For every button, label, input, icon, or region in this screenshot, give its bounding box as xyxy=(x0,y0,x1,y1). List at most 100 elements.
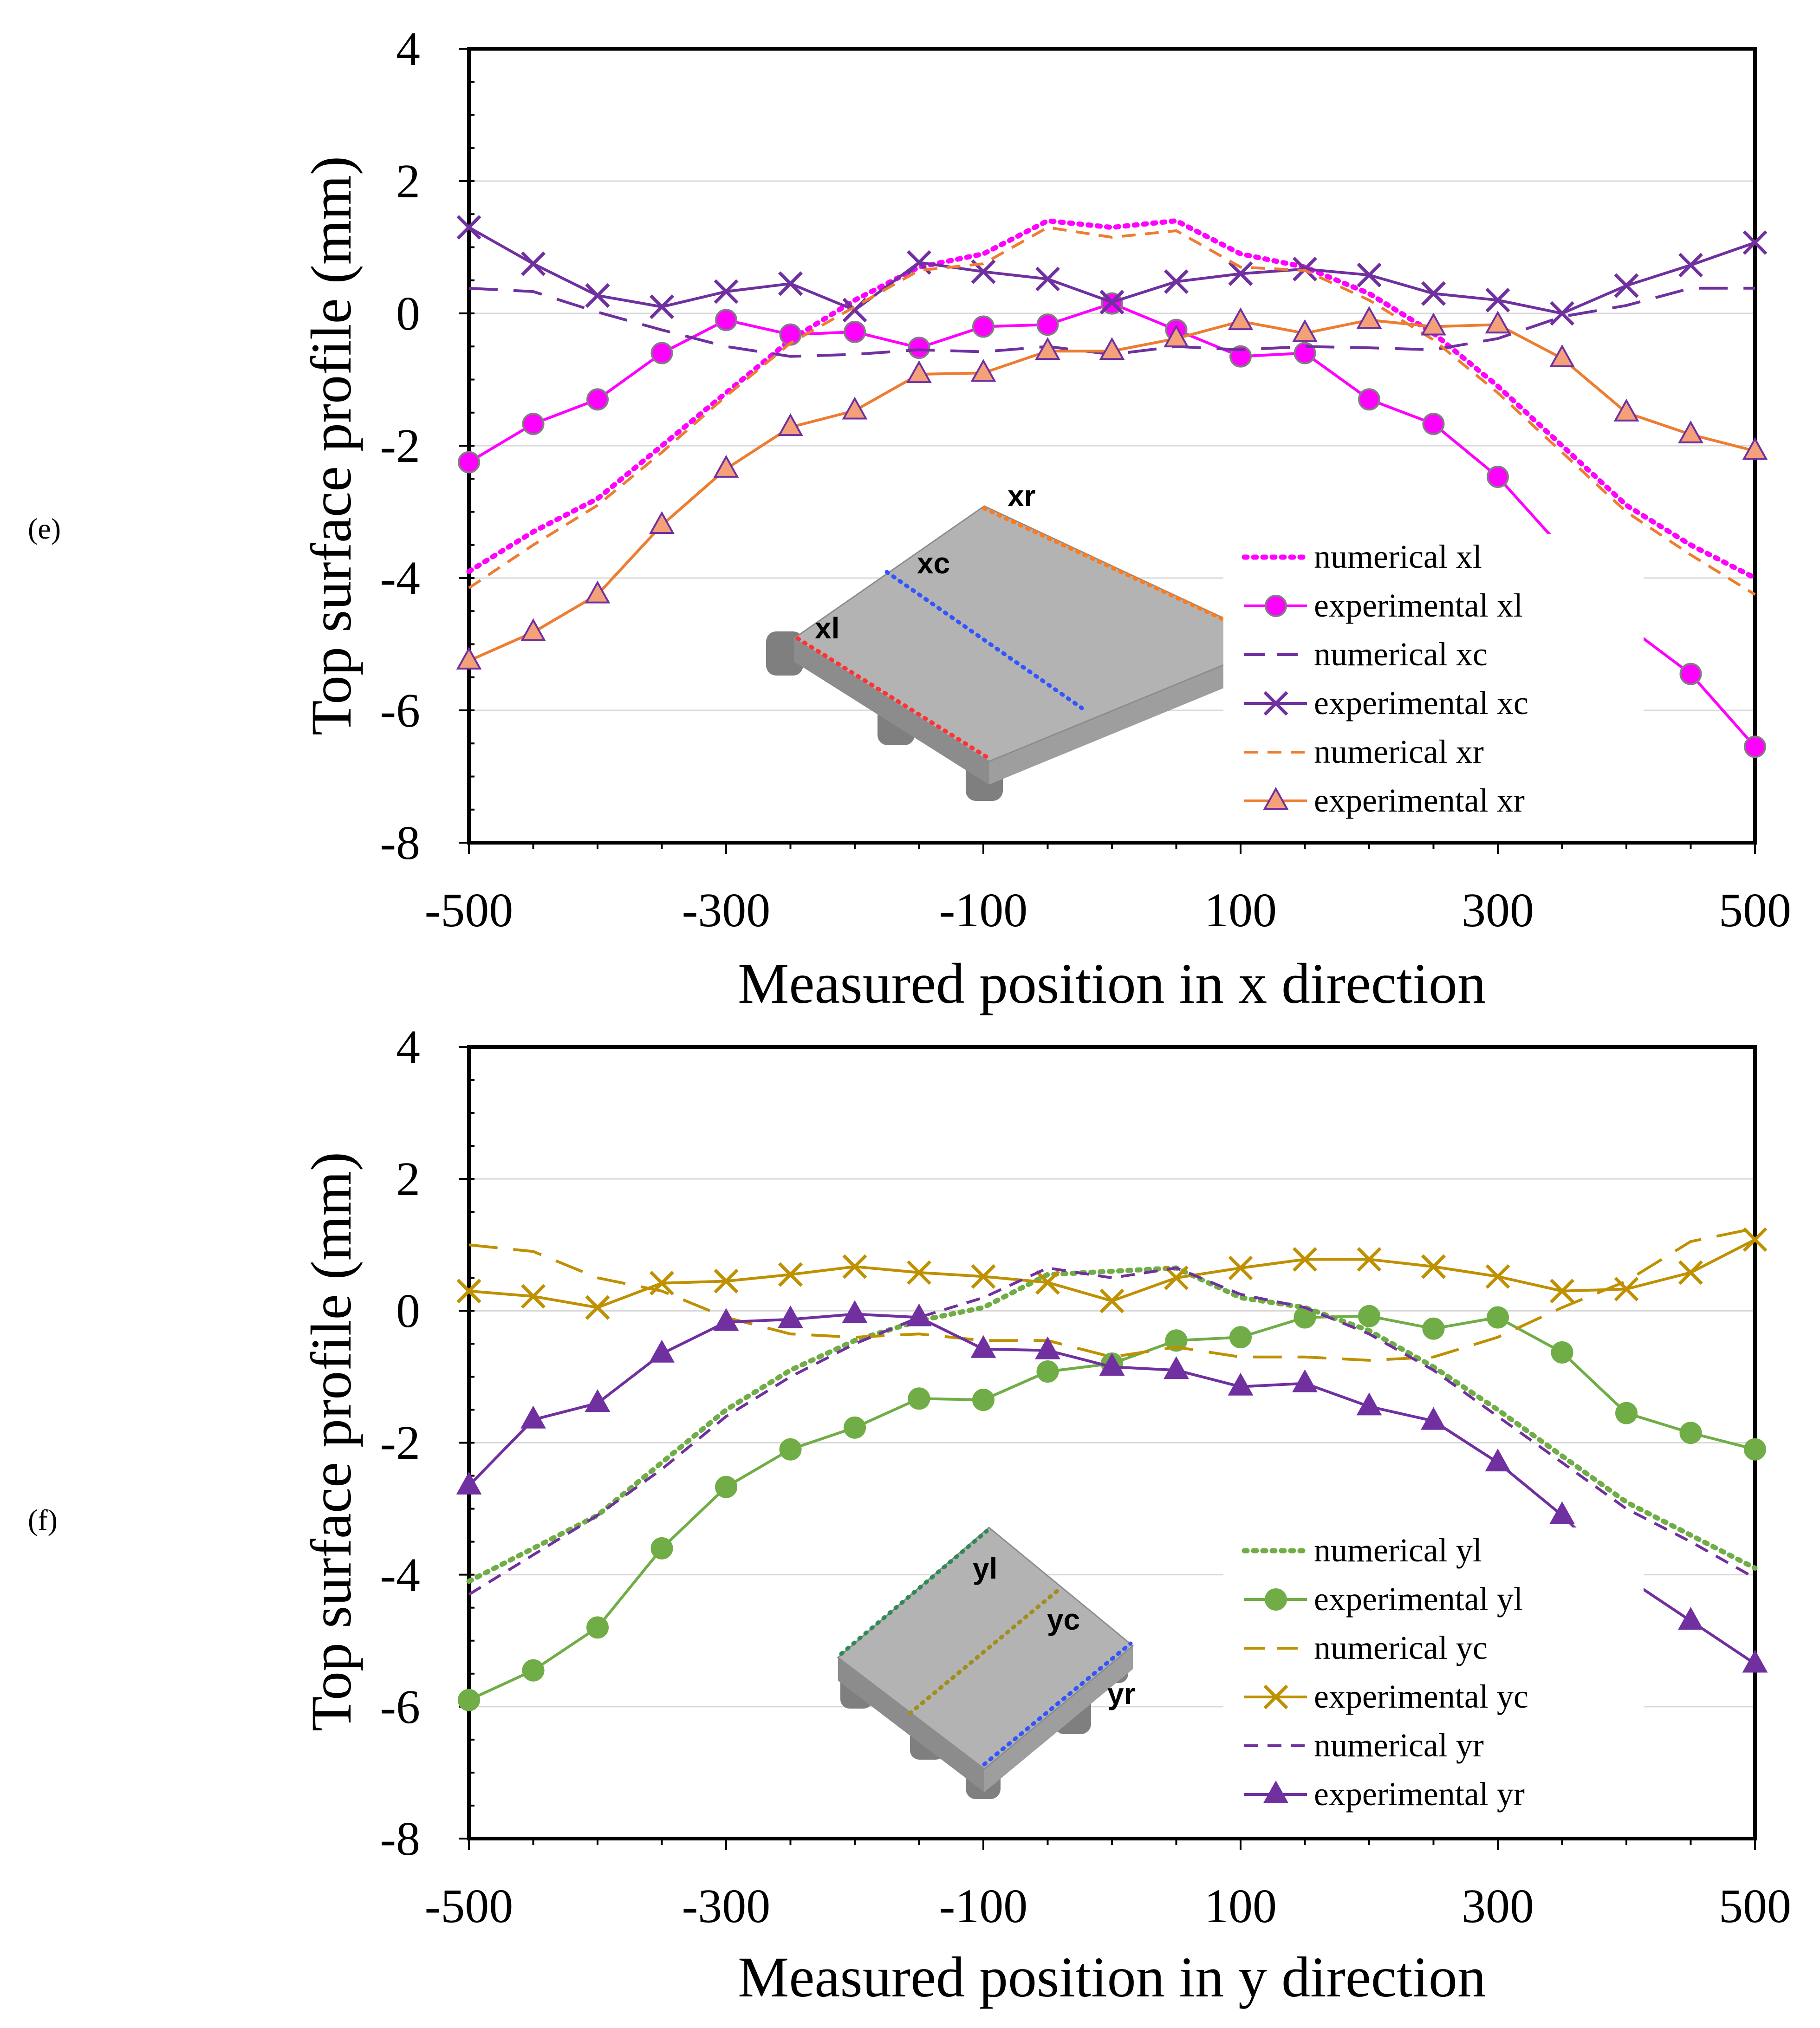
legend-entry-numerical-xl: numerical xl xyxy=(1314,538,1482,575)
data-point-experimental-yc xyxy=(456,1279,481,1304)
x-tick-label: -300 xyxy=(682,1879,771,1933)
data-point-experimental-xr xyxy=(1099,337,1125,360)
inset-label-yr: yr xyxy=(1107,1677,1136,1710)
legend-swatches-f xyxy=(1242,1548,1310,1803)
data-point-experimental-yc xyxy=(1293,1247,1317,1272)
data-point-experimental-xl xyxy=(715,309,737,332)
data-point-experimental-xr xyxy=(1485,311,1511,334)
y-tick-label: 4 xyxy=(396,22,420,76)
legend-marker-experimental-yl xyxy=(1265,1588,1287,1611)
data-point-experimental-yl xyxy=(522,1659,545,1682)
x-tick-label: -300 xyxy=(682,884,771,937)
y-tick-label: -6 xyxy=(380,1680,420,1734)
y-tick-label: 0 xyxy=(396,1284,420,1338)
data-point-experimental-xr xyxy=(456,647,482,670)
x-tick-label: -100 xyxy=(939,884,1028,937)
data-point-experimental-xr xyxy=(649,511,675,534)
data-point-experimental-yc xyxy=(1099,1288,1124,1313)
data-point-experimental-yl xyxy=(844,1416,866,1439)
data-point-experimental-yr xyxy=(1356,1392,1382,1416)
data-point-experimental-yl xyxy=(1036,1360,1059,1383)
data-point-experimental-xr xyxy=(1678,420,1703,443)
data-point-experimental-yr xyxy=(970,1335,996,1358)
y-axis-title-f: Top surface profile (mm) xyxy=(299,1152,363,1731)
inset-line-xl xyxy=(795,636,990,760)
data-point-experimental-xl xyxy=(586,388,609,411)
y-tick-label: -6 xyxy=(380,684,420,737)
data-point-experimental-xr xyxy=(585,580,611,604)
data-point-experimental-yc xyxy=(1550,1279,1574,1304)
legend-entry-experimental-xc: experimental xc xyxy=(1314,684,1528,722)
data-point-experimental-yr xyxy=(842,1300,868,1323)
data-point-experimental-yc xyxy=(585,1295,610,1320)
legend-box-f xyxy=(1223,1528,1644,1825)
chart-panel-f: (f) 4 2 0 -2 -4 -6 -8 -500 -300 -100 100… xyxy=(28,1020,1791,2009)
data-point-experimental-xr xyxy=(1742,437,1768,460)
data-point-experimental-xc xyxy=(521,251,546,276)
data-point-experimental-xl xyxy=(1744,735,1766,758)
data-point-experimental-yl xyxy=(1422,1317,1445,1340)
y-tick-label: -8 xyxy=(380,816,420,870)
inset-line-yl xyxy=(839,1529,989,1656)
data-point-experimental-xc xyxy=(1228,261,1253,286)
data-point-experimental-xr xyxy=(970,359,996,382)
y-tick-label: -2 xyxy=(380,1416,420,1469)
data-point-experimental-xc xyxy=(1614,273,1639,298)
data-point-experimental-yr xyxy=(778,1305,803,1328)
data-point-experimental-xc xyxy=(1485,288,1510,312)
data-point-experimental-xl xyxy=(1358,388,1380,411)
data-point-experimental-yr xyxy=(1421,1407,1446,1430)
data-point-experimental-yc xyxy=(1678,1260,1703,1285)
legend-entry-numerical-yl: numerical yl xyxy=(1314,1532,1482,1569)
series-line-numerical-yr xyxy=(468,1266,1756,1596)
data-point-experimental-yl xyxy=(1551,1341,1573,1364)
data-point-experimental-xc xyxy=(1357,262,1382,287)
data-point-experimental-xr xyxy=(1613,398,1639,422)
data-point-experimental-yl xyxy=(586,1616,609,1639)
legend-e: numerical xl experimental xl numerical x… xyxy=(1223,534,1644,831)
x-axis-title-e: Measured position in x direction xyxy=(738,952,1486,1015)
data-point-experimental-yl xyxy=(715,1476,737,1498)
pallet-side xyxy=(838,1658,984,1792)
data-point-experimental-xl xyxy=(650,342,673,364)
inset-label-xc: xc xyxy=(917,546,950,580)
legend-swatches-e xyxy=(1242,554,1310,810)
data-point-experimental-xl xyxy=(1487,465,1509,488)
data-point-experimental-yr xyxy=(1549,1501,1575,1524)
x-tick-label: 500 xyxy=(1719,1879,1791,1933)
data-point-experimental-yc xyxy=(1742,1227,1768,1252)
data-point-experimental-yr xyxy=(1099,1353,1125,1376)
axis-ticks-e xyxy=(459,48,1756,854)
inset-label-yc: yc xyxy=(1047,1603,1080,1636)
inset-line-yr xyxy=(982,1641,1133,1767)
legend-box-e xyxy=(1223,534,1644,831)
legend-entry-numerical-yc: numerical yc xyxy=(1314,1629,1488,1666)
data-point-experimental-xl xyxy=(908,337,930,359)
data-point-experimental-yl xyxy=(908,1387,930,1410)
data-point-experimental-xl xyxy=(972,315,994,338)
legend-entry-experimental-yc: experimental yc xyxy=(1314,1678,1528,1715)
data-point-experimental-yc xyxy=(907,1260,931,1285)
data-point-experimental-yr xyxy=(1292,1369,1318,1392)
data-point-experimental-yl xyxy=(458,1689,480,1711)
series-line-numerical-yl xyxy=(466,1265,1758,1584)
data-point-experimental-xc xyxy=(1164,269,1189,294)
pallet-side xyxy=(989,643,1277,785)
data-point-experimental-yc xyxy=(1614,1276,1639,1301)
legend-entry-numerical-xc: numerical xc xyxy=(1314,636,1488,673)
y-axis-title-e: Top surface profile (mm) xyxy=(299,156,363,735)
y-tick-labels-f: 4 2 0 -2 -4 -6 -8 xyxy=(380,1020,420,1866)
legend-entry-numerical-xr: numerical xr xyxy=(1314,733,1484,770)
x-tick-labels-f: -500 -300 -100 100 300 500 xyxy=(425,1879,1791,1933)
y-tick-label: -4 xyxy=(380,1548,420,1602)
legend-marker-experimental-xr xyxy=(1263,786,1289,810)
x-tick-label: -500 xyxy=(425,884,514,937)
data-point-experimental-xc xyxy=(1099,290,1124,315)
data-point-experimental-yr xyxy=(1164,1356,1189,1379)
series-line-numerical-xr xyxy=(468,226,1756,596)
inset-line-yc xyxy=(908,1586,1063,1716)
data-point-experimental-yl xyxy=(1358,1305,1380,1327)
x-tick-labels-e: -500 -300 -100 100 300 500 xyxy=(425,884,1791,937)
y-tick-label: -2 xyxy=(380,419,420,473)
data-point-experimental-xr xyxy=(778,413,803,436)
